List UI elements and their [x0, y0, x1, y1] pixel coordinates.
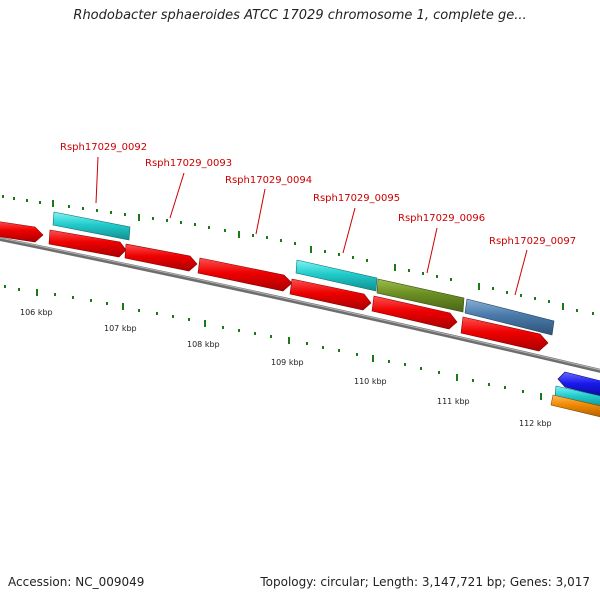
feature-olive-0096[interactable] — [376, 278, 465, 313]
outer-tick-marks — [2, 195, 594, 315]
map-title: Rhodobacter sphaeroides ATCC 17029 chrom… — [73, 8, 527, 23]
feature-cyan-right[interactable] — [554, 385, 600, 408]
cds-arrow-0093[interactable] — [124, 243, 198, 272]
kbp-label-111: 111 kbp — [437, 397, 470, 406]
genome-backbone — [0, 236, 600, 373]
kbp-label-107: 107 kbp — [104, 324, 137, 333]
gene-label-0096[interactable]: Rsph17029_0096 — [398, 213, 485, 224]
kbp-label-109: 109 kbp — [271, 358, 304, 367]
cds-arrow-0092[interactable] — [48, 229, 127, 258]
feature-steel-0097[interactable] — [464, 298, 555, 336]
kbp-label-106: 106 kbp — [20, 308, 53, 317]
cds-arrow-0097[interactable] — [460, 316, 549, 352]
cds-arrow-0095[interactable] — [289, 278, 372, 311]
feature-cyan-0092[interactable] — [52, 211, 131, 241]
gene-label-0095[interactable]: Rsph17029_0095 — [313, 193, 400, 204]
genome-summary-text: Topology: circular; Length: 3,147,721 bp… — [260, 575, 590, 589]
accession-text: Accession: NC_009049 — [8, 575, 145, 589]
inner-tick-marks — [4, 285, 542, 400]
kbp-label-110: 110 kbp — [354, 377, 387, 386]
gene-label-0093[interactable]: Rsph17029_0093 — [145, 158, 232, 169]
kbp-label-112: 112 kbp — [519, 419, 552, 428]
feature-blue-right[interactable] — [557, 371, 600, 397]
label-leader-lines — [95, 156, 528, 296]
gene-label-0097[interactable]: Rsph17029_0097 — [489, 236, 576, 247]
feature-cyan-0095[interactable] — [295, 259, 378, 292]
kbp-label-108: 108 kbp — [187, 340, 220, 349]
feature-orange-right[interactable] — [550, 394, 600, 418]
gene-label-0092[interactable]: Rsph17029_0092 — [60, 142, 147, 153]
cds-arrow-0091[interactable] — [0, 221, 44, 243]
cds-arrow-0094[interactable] — [197, 257, 293, 292]
gene-label-0094[interactable]: Rsph17029_0094 — [225, 175, 312, 186]
cds-arrow-0096[interactable] — [371, 295, 458, 330]
